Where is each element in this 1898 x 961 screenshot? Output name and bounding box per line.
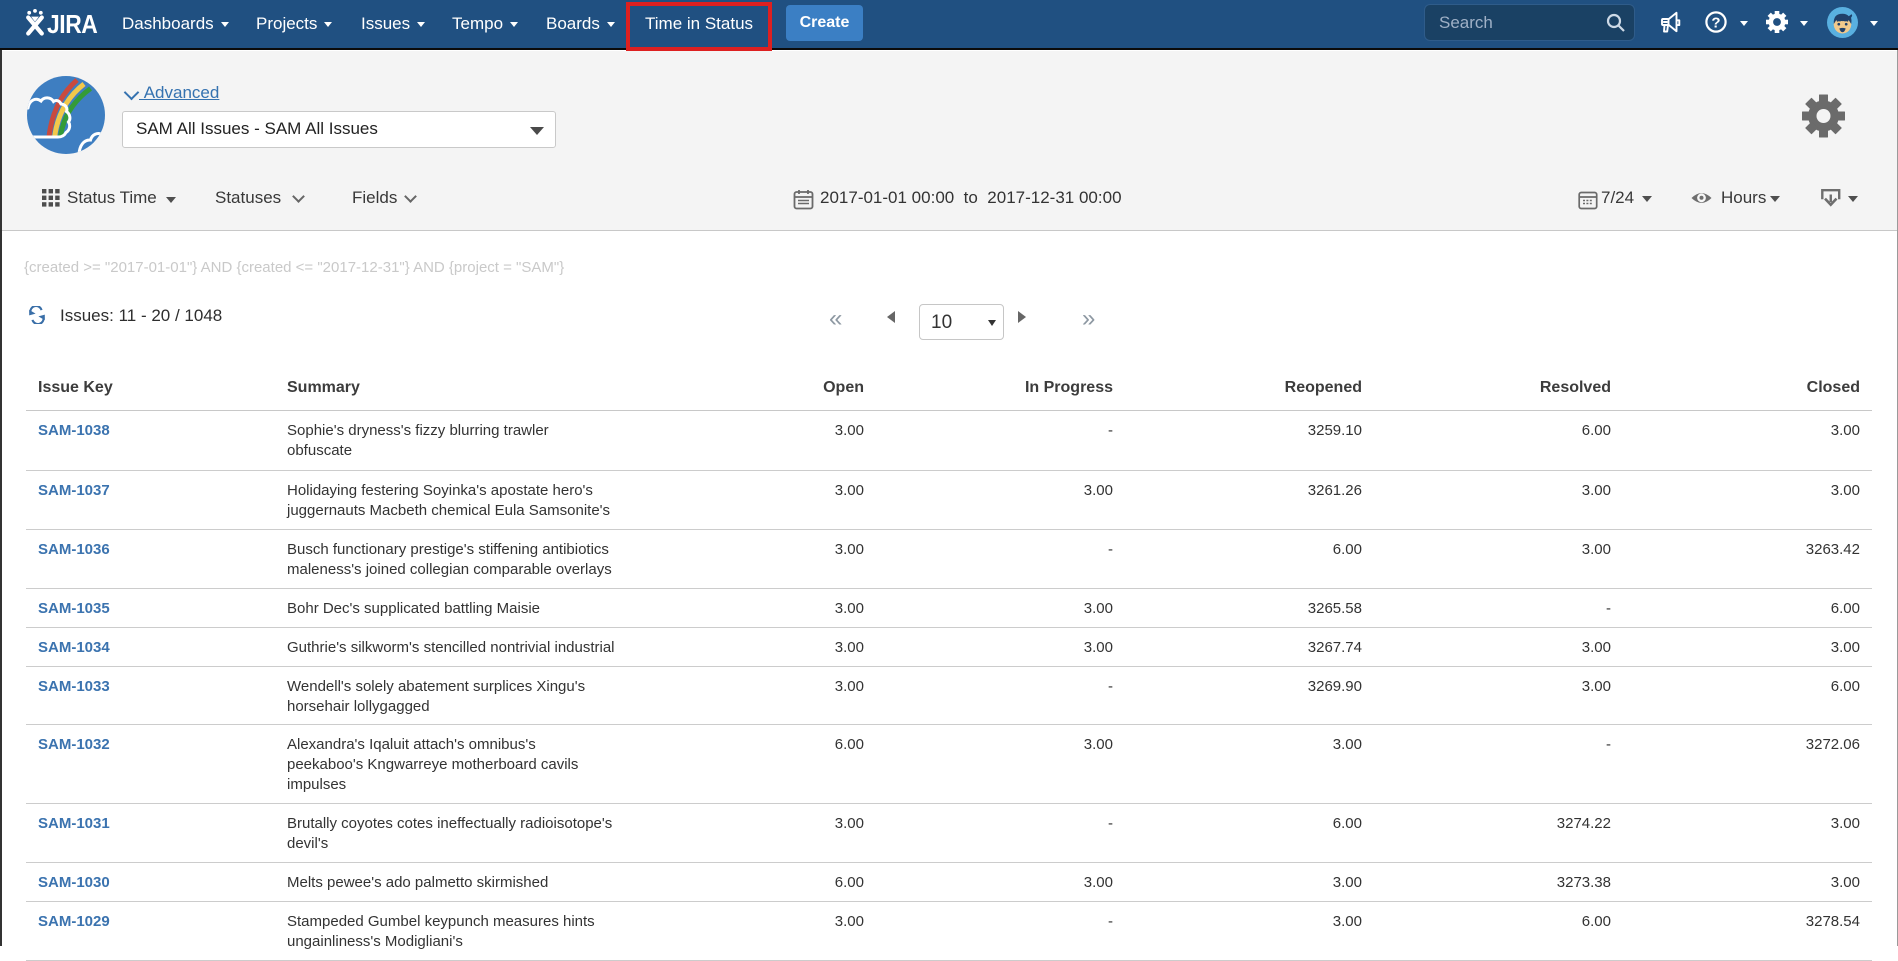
- svg-text:?: ?: [1711, 15, 1720, 32]
